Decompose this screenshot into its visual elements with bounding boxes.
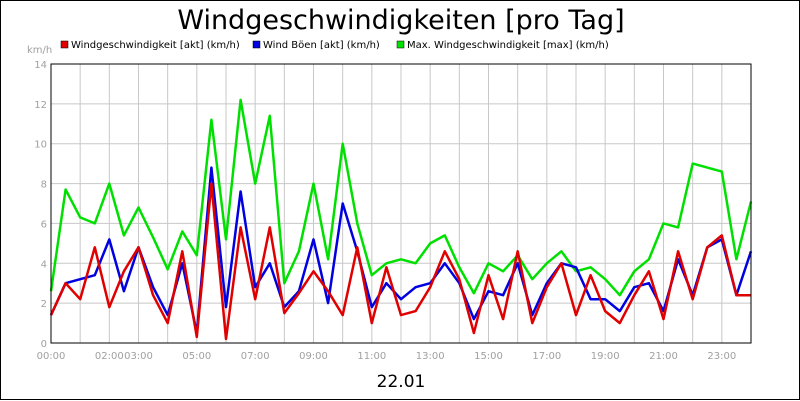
x-tick-label: 03:00 bbox=[124, 351, 153, 362]
x-axis-ticks: 00:00 02:00 03:00 05:00 07:00 09:00 11:00 13:00… bbox=[37, 351, 737, 362]
legend-swatch bbox=[60, 40, 69, 49]
x-tick-label: 19:00 bbox=[591, 351, 620, 362]
legend-label: Windgeschwindigkeit [akt] (km/h) bbox=[71, 40, 240, 51]
plot-border bbox=[50, 63, 752, 344]
x-tick-label: 02:00 bbox=[95, 351, 124, 362]
legend-label: Max. Windgeschwindigkeit [max] (km/h) bbox=[407, 40, 609, 51]
legend: Windgeschwindigkeit [akt] (km/h) Wind Böe… bbox=[60, 40, 609, 51]
series-line-2 bbox=[49, 98, 753, 297]
y-tick-label: 14 bbox=[34, 60, 47, 71]
y-tick-label: 10 bbox=[34, 140, 47, 151]
x-tick-label: 23:00 bbox=[707, 351, 736, 362]
x-tick-label: 05:00 bbox=[182, 351, 211, 362]
y-tick-label: 8 bbox=[41, 180, 47, 191]
y-tick-label: 2 bbox=[41, 299, 47, 310]
y-axis-label: km/h bbox=[27, 45, 52, 56]
y-axis-ticks: 0 2 4 6 8 10 12 14 bbox=[34, 60, 47, 350]
series-line-0 bbox=[49, 182, 751, 341]
series-layer bbox=[49, 98, 753, 341]
y-tick-label: 4 bbox=[41, 259, 47, 270]
y-tick-label: 0 bbox=[41, 339, 47, 350]
legend-swatch bbox=[396, 40, 405, 49]
x-tick-label: 17:00 bbox=[532, 351, 561, 362]
x-tick-label: 15:00 bbox=[474, 351, 503, 362]
x-tick-label: 09:00 bbox=[299, 351, 328, 362]
x-tick-label: 07:00 bbox=[241, 351, 270, 362]
x-tick-label: 21:00 bbox=[649, 351, 678, 362]
y-tick-label: 12 bbox=[34, 100, 47, 111]
x-tick-label: 00:00 bbox=[37, 351, 66, 362]
y-tick-label: 6 bbox=[41, 219, 47, 230]
chart-title: Windgeschwindigkeiten [pro Tag] bbox=[177, 5, 624, 36]
x-axis-label-date: 22.01 bbox=[377, 372, 426, 392]
series-line-1 bbox=[49, 166, 753, 335]
x-tick-label: 13:00 bbox=[416, 351, 445, 362]
legend-swatch bbox=[252, 40, 261, 49]
x-tick-label: 11:00 bbox=[357, 351, 386, 362]
legend-label: Wind Böen [akt] (km/h) bbox=[263, 40, 380, 51]
